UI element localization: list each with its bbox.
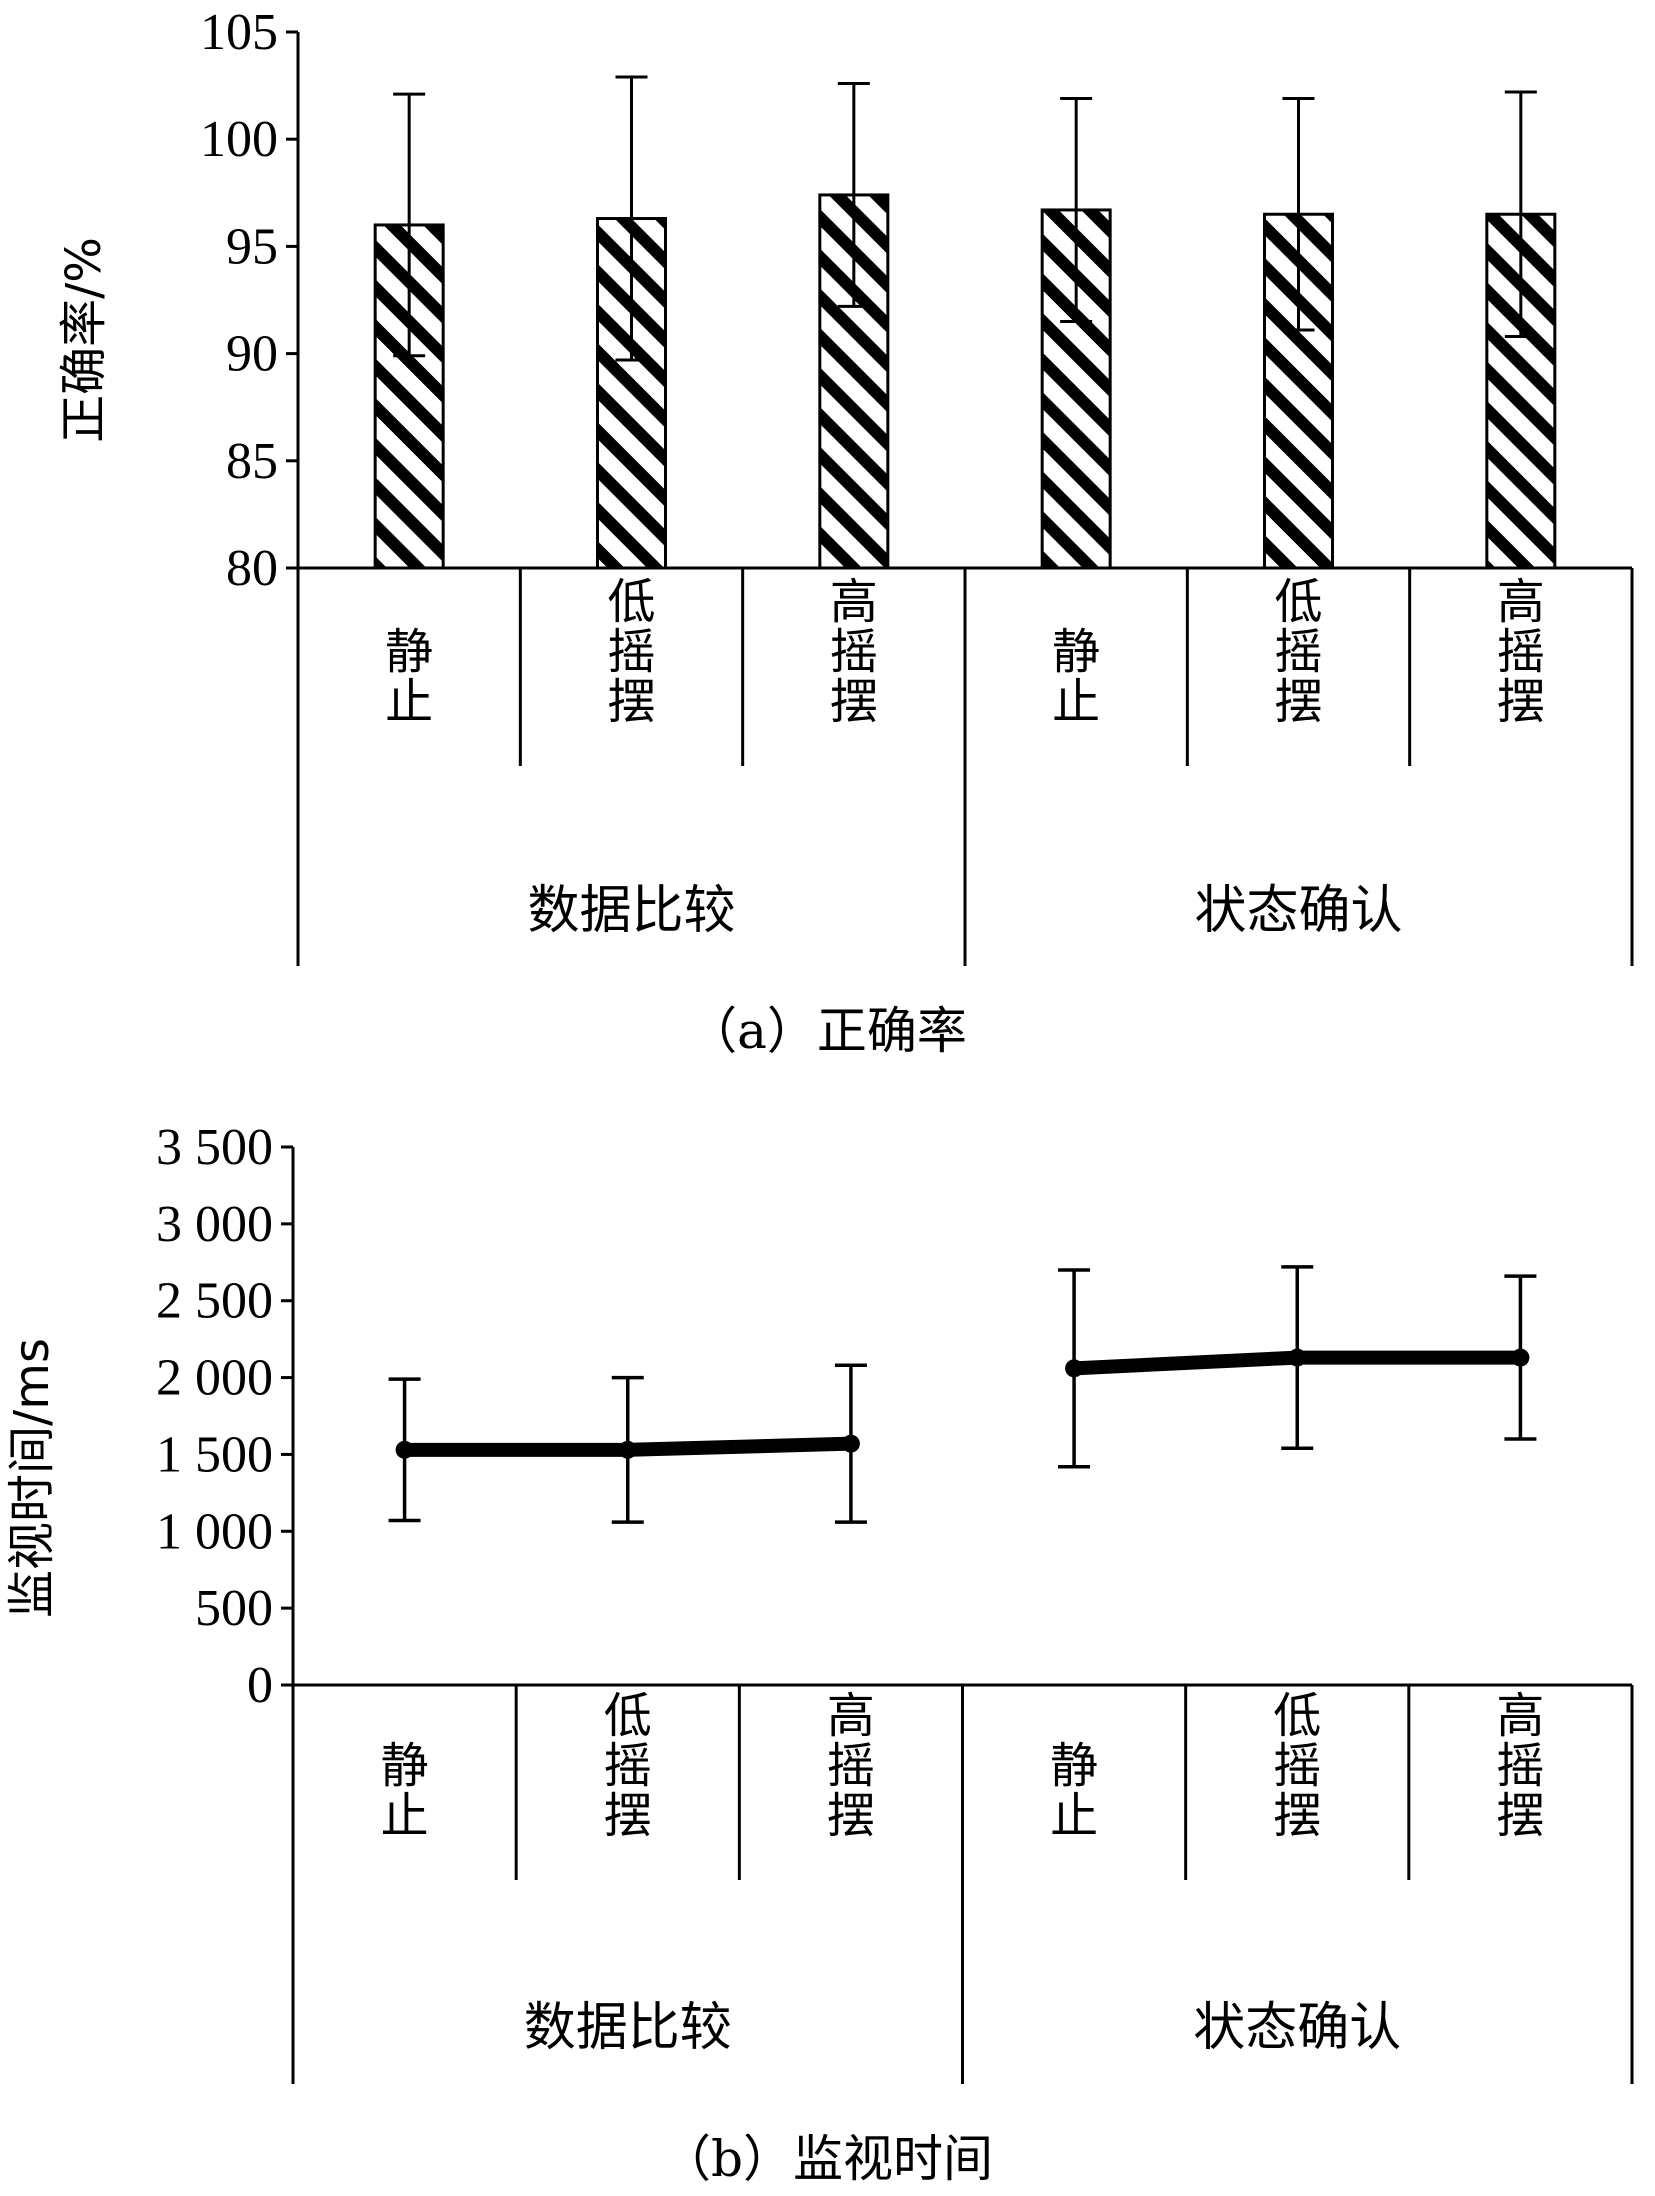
category-label-char: 止 [385,674,433,730]
category-label-char: 高 [830,574,878,630]
accuracy-bar-chart: 正确率/% （a）正确率 80859095100105静止低摇摆高摇摆静止低摇摆… [56,4,1634,1060]
category-label-char: 静 [385,624,433,680]
category-label-char: 摆 [830,674,878,730]
category-label-char: 静 [1050,1738,1098,1794]
data-point [1288,1348,1307,1367]
category-label-char: 高 [827,1688,875,1744]
category-label: 静止 [1052,624,1100,730]
y-tick-label: 0 [247,1657,273,1714]
category-label-char: 低 [607,574,655,630]
data-point [395,1440,414,1459]
category-label: 低摇摆 [607,574,655,730]
category-label: 静止 [385,624,433,730]
category-label-char: 低 [1273,1688,1321,1744]
category-label-char: 低 [1274,574,1322,630]
category-label-char: 摇 [607,624,655,680]
category-label-char: 摇 [1496,1738,1544,1794]
category-label: 高摇摆 [827,1688,875,1844]
category-label-char: 摆 [1273,1788,1321,1844]
category-label-char: 静 [381,1738,429,1794]
category-label-char: 摇 [830,624,878,680]
y-axis-title: 监视时间/ms [4,1338,60,1618]
category-label: 低摇摆 [1273,1688,1321,1844]
y-tick-label: 80 [226,540,278,597]
category-label: 高摇摆 [830,574,878,730]
y-tick-label: 500 [195,1580,273,1637]
category-label-char: 摆 [1497,674,1545,730]
category-label-char: 高 [1497,574,1545,630]
category-label-char: 摇 [1273,1738,1321,1794]
category-label-char: 止 [1050,1788,1098,1844]
y-tick-label: 1 000 [156,1503,273,1560]
bar [373,223,445,570]
category-label: 高摇摆 [1497,574,1545,730]
data-point [1511,1348,1530,1367]
y-tick-label: 3 000 [156,1196,273,1253]
category-label-char: 摆 [827,1788,875,1844]
category-label: 静止 [381,1738,429,1844]
category-label-char: 摆 [604,1788,652,1844]
group-label: 数据比较 [527,881,735,941]
category-label-char: 止 [1052,674,1100,730]
category-label-char: 低 [604,1688,652,1744]
chart-caption: （a）正确率 [687,1002,967,1060]
group-label: 状态确认 [1194,881,1402,941]
category-label-char: 静 [1052,624,1100,680]
data-point [1065,1359,1084,1378]
category-label-char: 摆 [607,674,655,730]
data-point [841,1434,860,1453]
group-label: 状态确认 [1193,1998,1401,2058]
y-tick-label: 90 [226,326,278,383]
y-tick-label: 2 000 [156,1350,273,1407]
category-label: 低摇摆 [1274,574,1322,730]
category-label-char: 高 [1496,1688,1544,1744]
category-label: 高摇摆 [1496,1688,1544,1844]
category-label-char: 止 [381,1788,429,1844]
category-label-char: 摇 [827,1738,875,1794]
y-tick-label: 2 500 [156,1273,273,1330]
monitoring-time-line-chart: 监视时间/ms （b）监视时间 0 500 1 000 1 500 2 000 2 500… [4,1119,1634,2188]
y-tick-label: 3 500 [156,1119,273,1176]
category-label-char: 摆 [1274,674,1322,730]
y-tick-label: 105 [200,4,278,61]
bar [596,217,667,570]
category-label-char: 摇 [1274,624,1322,680]
category-label-char: 摆 [1496,1788,1544,1844]
category-label-char: 摇 [1497,624,1545,680]
group-label: 数据比较 [524,1998,732,2058]
y-tick-label: 85 [226,433,278,490]
category-label: 低摇摆 [604,1688,652,1844]
category-label-char: 摇 [604,1738,652,1794]
chart-caption: （b）监视时间 [661,2130,993,2188]
y-tick-label: 95 [226,218,278,275]
data-point [618,1440,637,1459]
y-axis-title: 正确率/% [56,237,112,443]
y-tick-label: 1 500 [156,1426,273,1483]
y-tick-label: 100 [200,111,278,168]
category-label: 静止 [1050,1738,1098,1844]
